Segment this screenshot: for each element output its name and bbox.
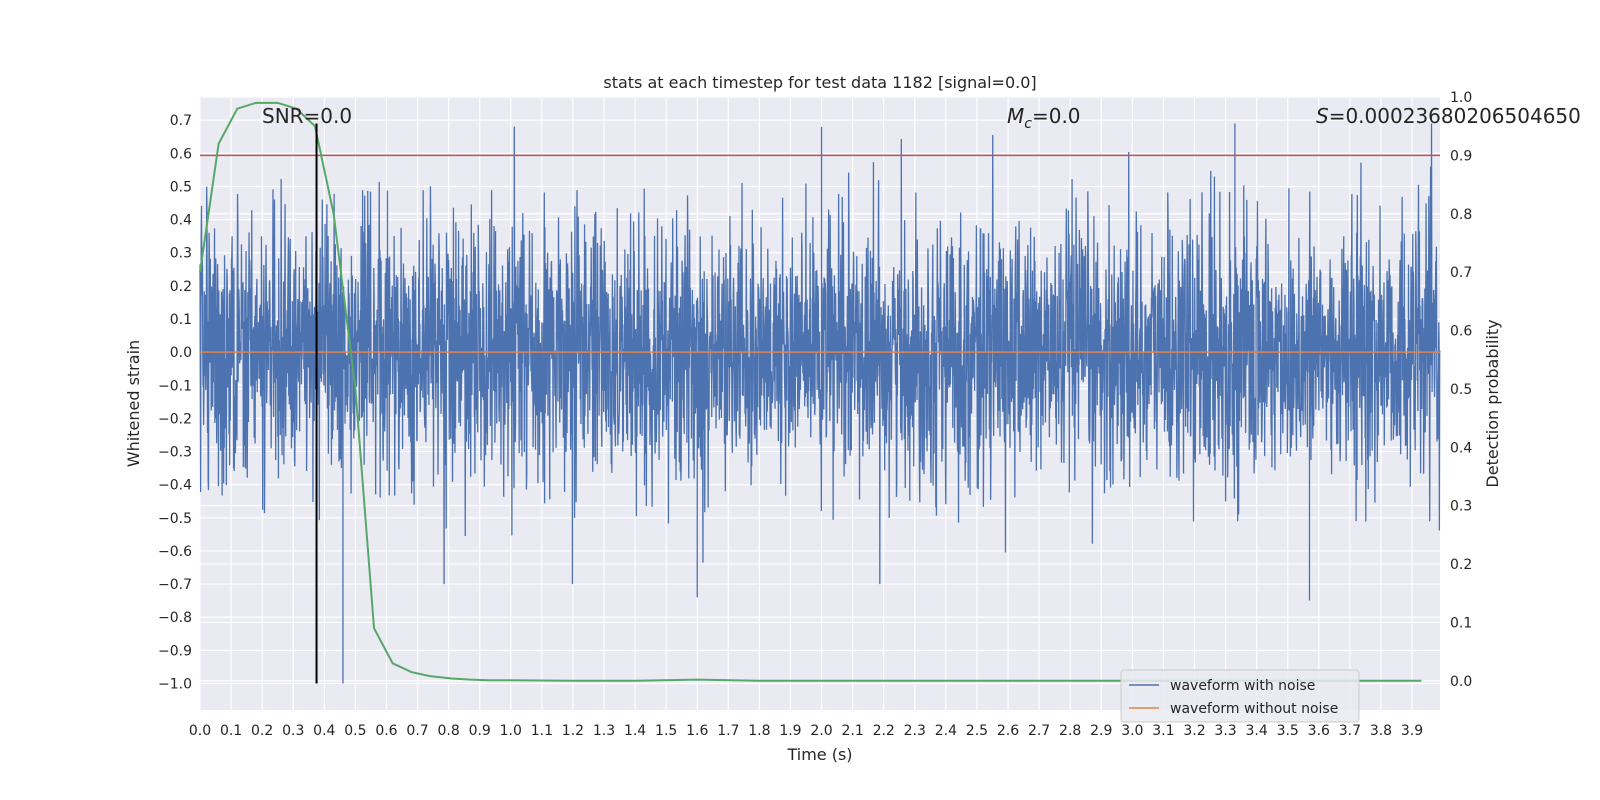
legend-entry-clean: waveform without noise [1170,701,1338,717]
y-tick-label: −0.7 [158,577,192,593]
y2-tick-label: 0.6 [1450,324,1472,340]
y2-tick-label: 0.0 [1450,674,1472,690]
x-tick-label: 2.0 [810,723,832,739]
x-tick-label: 3.1 [1152,723,1174,739]
series-lines [199,101,1440,684]
y-tick-label: −1.0 [158,676,192,692]
x-axis-ticks: 0.0 0.1 0.2 0.3 0.4 0.5 0.6 0.7 0.8 0.9 1.0 1.1 1.2 1… [189,723,1423,739]
x-tick-label: 2.1 [841,723,863,739]
x-tick-label: 2.9 [1090,723,1112,739]
x-tick-label: 1.1 [531,723,553,739]
chart-title: stats at each timestep for test data 118… [603,73,1036,92]
y-tick-label: 0.7 [170,113,192,129]
y2-tick-label: 0.1 [1450,615,1472,631]
x-tick-label: 0.0 [189,723,211,739]
x-tick-label: 2.7 [1028,723,1050,739]
series-waveform-with-noise [199,123,1441,684]
x-tick-label: 1.7 [717,723,739,739]
y2-tick-label: 0.5 [1450,382,1472,398]
y-tick-label: 0.0 [170,345,192,361]
y-tick-label: −0.6 [158,544,192,560]
x-tick-label: 1.0 [500,723,522,739]
x-tick-label: 3.2 [1183,723,1205,739]
x-tick-label: 1.8 [748,723,770,739]
x-axis-label: Time (s) [786,745,852,764]
series-detection-probability [199,101,1422,682]
legend: waveform with noise waveform without noi… [1120,669,1360,723]
x-tick-label: 3.8 [1370,723,1392,739]
legend-entry-noise: waveform with noise [1170,678,1315,694]
mc-annotation: Mc=0.0 [1007,104,1081,132]
x-tick-label: 3.7 [1339,723,1361,739]
y-tick-label: −0.4 [158,478,192,494]
x-tick-label: 0.7 [406,723,428,739]
x-tick-label: 3.5 [1277,723,1299,739]
y-tick-label: 0.1 [170,312,192,328]
y2-axis-label: Detection probability [1483,319,1502,487]
y-tick-label: −0.1 [158,378,192,394]
x-tick-label: 1.4 [624,723,646,739]
x-tick-label: 1.2 [562,723,584,739]
x-tick-label: 0.1 [220,723,242,739]
mc-symbol: M [1007,104,1024,128]
x-tick-label: 1.6 [686,723,708,739]
y-tick-label: 0.5 [170,179,192,195]
mc-value: =0.0 [1032,104,1081,128]
legend-box [1120,669,1360,723]
y2-tick-label: 0.7 [1450,265,1472,281]
x-tick-label: 2.2 [873,723,895,739]
s-annotation: S=0.00023680206504650 [1316,104,1581,128]
x-tick-label: 0.8 [437,723,459,739]
x-tick-label: 0.6 [375,723,397,739]
y2-tick-label: 0.8 [1450,207,1472,223]
x-tick-label: 2.4 [935,723,957,739]
y2-tick-label: 1.0 [1450,90,1472,106]
y2-axis-ticks: 1.0 0.9 0.8 0.7 0.6 0.5 0.4 0.3 0.2 0.1 0.0 [1450,90,1472,690]
x-tick-label: 1.9 [779,723,801,739]
x-tick-label: 2.6 [997,723,1019,739]
x-tick-label: 3.0 [1121,723,1143,739]
x-tick-label: 3.4 [1246,723,1268,739]
y2-tick-label: 0.2 [1450,557,1472,573]
y-tick-label: −0.3 [158,445,192,461]
x-tick-label: 3.3 [1214,723,1236,739]
x-tick-label: 0.9 [469,723,491,739]
y2-tick-label: 0.3 [1450,499,1472,515]
y-axis-ticks: 0.7 0.6 0.5 0.4 0.3 0.2 0.1 0.0 −0.1 −0.2 −0.3 −0.4… [158,113,192,692]
y-tick-label: −0.8 [158,610,192,626]
x-tick-label: 2.3 [904,723,926,739]
y-tick-label: −0.5 [158,511,192,527]
snr-annotation: SNR=0.0 [262,104,352,128]
x-tick-label: 1.5 [655,723,677,739]
x-tick-label: 3.9 [1401,723,1423,739]
x-tick-label: 0.4 [313,723,335,739]
y2-tick-label: 0.4 [1450,440,1472,456]
x-tick-label: 0.3 [282,723,304,739]
y-tick-label: 0.6 [170,146,192,162]
x-tick-label: 3.6 [1308,723,1330,739]
x-tick-label: 2.8 [1059,723,1081,739]
noise-waveform [199,123,1441,684]
y-tick-label: −0.2 [158,411,192,427]
x-tick-label: 0.5 [344,723,366,739]
y-axis-label: Whitened strain [124,340,143,467]
x-tick-label: 2.5 [966,723,988,739]
y-tick-label: −0.9 [158,643,192,659]
y-tick-label: 0.2 [170,279,192,295]
mc-subscript: c [1024,116,1032,132]
y2-tick-label: 0.9 [1450,148,1472,164]
x-tick-label: 1.3 [593,723,615,739]
x-tick-label: 0.2 [251,723,273,739]
s-value: =0.00023680206504650 [1329,104,1581,128]
y-tick-label: 0.4 [170,213,192,229]
y-tick-label: 0.3 [170,246,192,262]
s-symbol: S [1316,104,1329,128]
